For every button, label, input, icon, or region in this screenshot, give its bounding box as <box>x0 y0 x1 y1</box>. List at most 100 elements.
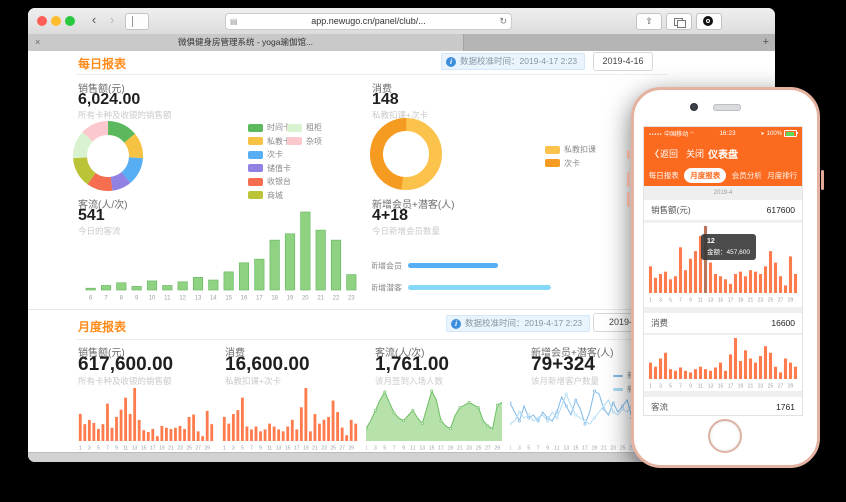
tab-overview-button[interactable] <box>666 13 692 30</box>
daily-sales-donut-chart[interactable] <box>70 118 146 194</box>
svg-text:21: 21 <box>457 446 463 452</box>
monthly-visitors-value: 1,761.00 <box>375 354 449 375</box>
daily-members-label: 新增会员+潜客(人) <box>372 200 455 211</box>
home-button <box>708 419 742 453</box>
svg-text:21: 21 <box>168 446 174 452</box>
svg-text:29: 29 <box>788 298 794 304</box>
svg-text:11: 11 <box>410 446 415 452</box>
legend-item[interactable]: 时间卡 <box>248 121 291 135</box>
svg-text:12: 12 <box>179 296 186 302</box>
legend-item[interactable]: 次卡 <box>248 148 291 162</box>
phone-consume-label: 消费 <box>651 318 669 328</box>
legend-label: 商城 <box>267 190 283 200</box>
daily-calibration-text: 数据校准时间：2019-4-17 2:23 <box>460 56 578 66</box>
phone-consume-bar-chart[interactable]: 1 3 5 7 9 11 13 15 17 19 21 23 25 27 29 <box>648 335 798 389</box>
svg-text:新增潜客: 新增潜客 <box>372 283 402 293</box>
phone-consume-row: 消费 16600 <box>644 313 802 334</box>
legend-item[interactable]: 商城 <box>248 189 291 203</box>
svg-text:27: 27 <box>485 446 491 452</box>
earpiece-speaker <box>713 104 741 111</box>
phone-date-label[interactable]: 2019-4 <box>644 186 802 200</box>
daily-section-title: 每日报表 <box>78 57 127 71</box>
svg-text:7: 7 <box>679 298 682 304</box>
svg-text:5: 5 <box>383 446 386 452</box>
svg-text:9: 9 <box>546 446 549 452</box>
svg-text:13: 13 <box>564 446 570 452</box>
daily-consume-donut-chart[interactable] <box>367 115 445 193</box>
monthly-consume-bar-chart[interactable]: 1 3 5 7 9 11 13 15 17 19 21 23 25 27 29 <box>222 385 358 451</box>
monthly-members-value: 79+324 <box>531 354 595 375</box>
svg-text:21: 21 <box>748 384 754 390</box>
phone-tab-ranking[interactable]: 月度排行 <box>767 171 798 180</box>
minimize-window-button[interactable] <box>51 16 61 26</box>
legend-item[interactable]: 租柜 <box>287 121 322 135</box>
legend-item[interactable]: 储值卡 <box>248 162 291 176</box>
daily-consume-subtitle: 私教扣课+次卡 <box>372 110 428 120</box>
svg-text:17: 17 <box>294 446 300 452</box>
legend-label: 储值卡 <box>267 163 291 173</box>
extension-icon <box>703 16 713 26</box>
svg-text:23: 23 <box>321 446 327 452</box>
svg-text:16: 16 <box>241 296 248 302</box>
monthly-sales-bar-chart[interactable]: 1 3 5 7 9 11 13 15 17 19 21 23 25 27 29 <box>78 385 214 451</box>
legend-item[interactable]: 收银台 <box>248 175 291 189</box>
forward-icon[interactable]: › <box>109 12 115 27</box>
svg-text:25: 25 <box>330 446 336 452</box>
svg-text:1: 1 <box>649 384 652 390</box>
extension-button[interactable] <box>696 13 722 30</box>
legend-item[interactable]: 次卡 <box>545 157 596 171</box>
phone-close-button[interactable]: 关闭 <box>686 149 705 159</box>
monthly-consume-subtitle: 私教扣课+次卡 <box>225 376 281 386</box>
svg-text:21: 21 <box>748 298 754 304</box>
sidebar-icon[interactable] <box>125 13 149 30</box>
phone-back-button[interactable]: 〈返回 <box>650 147 678 160</box>
phone-consume-chart-panel: 1 3 5 7 9 11 13 15 17 19 21 23 25 27 29 <box>644 335 802 391</box>
panel-gap <box>644 391 802 397</box>
back-icon[interactable]: ‹ <box>91 12 97 27</box>
legend-item[interactable]: 私教卡 <box>248 135 291 149</box>
svg-text:29: 29 <box>204 446 210 452</box>
svg-text:3: 3 <box>659 298 662 304</box>
daily-visitors-bar-chart[interactable]: 6 7 8 9 10 11 12 13 14 15 16 17 18 19 20 21 22 23 <box>83 209 359 301</box>
svg-text:23: 23 <box>348 296 355 302</box>
phone-tab-monthly[interactable]: 月度报表 <box>684 168 727 183</box>
daily-consume-legend: 私教扣课 次卡 <box>545 143 596 170</box>
svg-text:3: 3 <box>659 384 662 390</box>
legend-item[interactable]: 私教扣课 <box>545 143 596 157</box>
url-text: app.newugo.cn/panel/club/... <box>311 16 426 26</box>
daily-date-picker[interactable]: 2019-4-16 <box>593 52 653 71</box>
svg-text:13: 13 <box>195 296 202 302</box>
phone-sales-label: 销售额(元) <box>651 205 691 215</box>
phone-tab-members[interactable]: 会员分析 <box>731 171 762 180</box>
tab-close-icon[interactable]: × <box>35 37 41 47</box>
svg-text:17: 17 <box>256 296 263 302</box>
svg-text:11: 11 <box>267 446 272 452</box>
phone-tab-daily[interactable]: 每日报表 <box>648 171 679 180</box>
svg-text:1: 1 <box>223 446 226 452</box>
reload-icon[interactable]: ↻ <box>499 16 507 26</box>
legend-swatch <box>248 191 263 200</box>
share-button[interactable]: ⇧ <box>636 13 662 30</box>
svg-text:新增会员: 新增会员 <box>372 261 402 271</box>
legend-item[interactable]: 杂项 <box>287 135 322 149</box>
phone-visitors-row: 客流 1761 <box>644 397 802 415</box>
info-icon: i <box>446 56 456 67</box>
svg-text:15: 15 <box>718 298 724 304</box>
svg-text:9: 9 <box>135 296 139 302</box>
iphone-mockup: ●●●●● 中国移动 ◠ 16:23 ➤ 100% 〈返回 关闭 仪表盘 每日报… <box>627 87 824 468</box>
svg-text:3: 3 <box>232 446 235 452</box>
zoom-window-button[interactable] <box>65 16 75 26</box>
monthly-section-title: 月度报表 <box>78 320 127 334</box>
legend-swatch <box>287 123 302 132</box>
close-window-button[interactable] <box>37 16 47 26</box>
monthly-sales-label: 销售额(元) <box>78 348 125 359</box>
new-tab-icon[interactable]: + <box>762 36 769 48</box>
address-bar[interactable]: ▤ app.newugo.cn/panel/club/... ↻ <box>225 13 512 30</box>
browser-tab[interactable]: × 微俱健身房管理系统 - yoga瑜伽馆... <box>28 34 464 51</box>
phone-visitors-label: 客流 <box>651 402 669 412</box>
svg-text:19: 19 <box>592 446 598 452</box>
svg-text:1: 1 <box>79 446 82 452</box>
svg-text:6: 6 <box>89 296 93 302</box>
